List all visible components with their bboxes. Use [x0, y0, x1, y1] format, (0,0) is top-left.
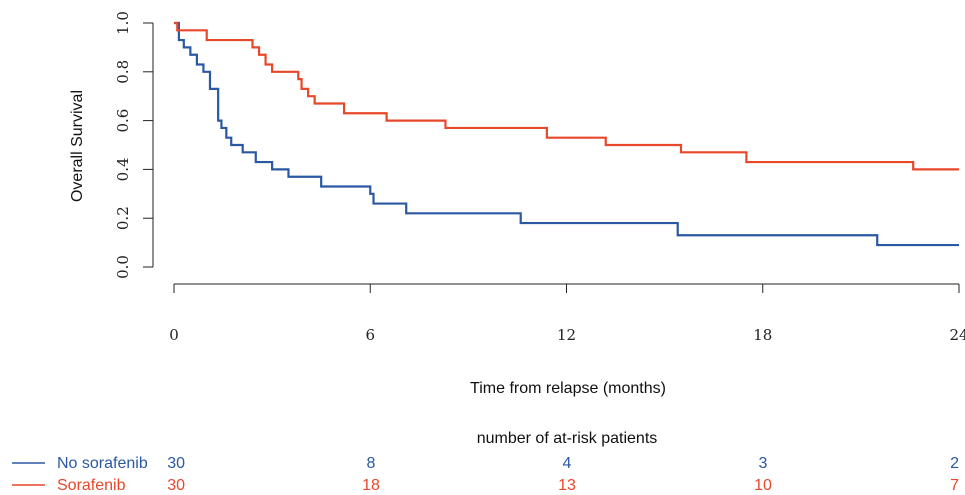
- x-tick-label: 24: [949, 326, 965, 344]
- series-line-no-sorafenib: [174, 21, 959, 247]
- x-tick-label: 0: [169, 326, 179, 344]
- x-tick-label: 12: [557, 326, 576, 344]
- y-tick-label: 0.4: [114, 157, 132, 181]
- at-risk-count: 2: [950, 455, 959, 472]
- at-risk-count: 8: [367, 455, 376, 472]
- at-risk-title: number of at-risk patients: [477, 430, 658, 447]
- at-risk-table: No sorafenib 30 8 4 3 2 Sorafenib 30 18 13 10 7: [12, 455, 959, 494]
- legend-label: No sorafenib: [57, 455, 148, 472]
- y-tick-label: 0.6: [114, 109, 132, 133]
- at-risk-count: 30: [167, 477, 185, 494]
- chart-axes: 0.0 0.2 0.4 0.6 0.8 1.0 0 6 12 18 24: [114, 11, 965, 344]
- at-risk-count: 7: [950, 477, 959, 494]
- at-risk-count: 18: [362, 477, 380, 494]
- y-tick-label: 0.0: [114, 255, 132, 279]
- x-tick-label: 18: [753, 326, 772, 344]
- at-risk-count: 3: [759, 455, 768, 472]
- survival-curves: [174, 21, 959, 247]
- legend-label: Sorafenib: [57, 477, 126, 494]
- y-axis-label: Overall Survival: [69, 90, 86, 202]
- x-axis-label: Time from relapse (months): [470, 380, 666, 397]
- at-risk-count: 13: [558, 477, 576, 494]
- at-risk-count: 30: [167, 455, 185, 472]
- series-line-sorafenib: [174, 21, 959, 171]
- at-risk-count: 4: [563, 455, 572, 472]
- y-tick-label: 0.2: [114, 206, 132, 230]
- at-risk-count: 10: [754, 477, 772, 494]
- y-tick-label: 0.8: [114, 60, 132, 84]
- y-tick-label: 1.0: [114, 11, 132, 35]
- x-tick-label: 6: [365, 326, 375, 344]
